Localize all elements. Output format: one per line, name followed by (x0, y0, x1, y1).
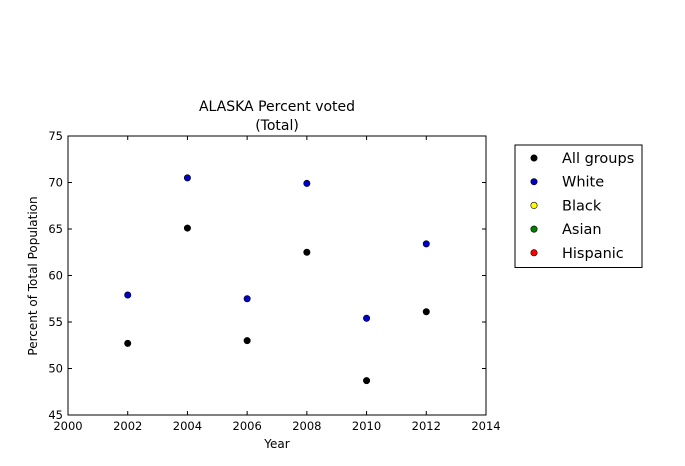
plot-frame (67, 135, 487, 416)
data-point (303, 179, 311, 187)
data-point (363, 377, 371, 385)
y-tick-label: 55 (48, 315, 63, 329)
y-tick-label: 70 (48, 176, 63, 190)
data-point (243, 295, 251, 303)
legend-label: Asian (562, 222, 602, 238)
chart-title: ALASKA Percent voted (199, 99, 355, 115)
legend-marker (530, 154, 538, 162)
legend-label: Hispanic (562, 246, 624, 262)
x-tick-label: 2002 (113, 419, 142, 433)
data-point (422, 240, 430, 248)
legend-marker (530, 225, 538, 233)
y-tick-label: 75 (48, 129, 63, 143)
legend-marker (530, 249, 538, 257)
y-axis-label: Percent of Total Population (26, 196, 40, 355)
data-point (124, 291, 132, 299)
chart-subtitle: (Total) (255, 118, 299, 134)
x-axis-label: Year (263, 437, 289, 451)
y-tick-label: 60 (48, 269, 63, 283)
y-tick-label: 45 (48, 408, 63, 422)
x-tick-label: 2000 (53, 419, 82, 433)
x-tick-label: 2006 (233, 419, 262, 433)
data-point (363, 314, 371, 322)
x-tick-label: 2010 (352, 419, 381, 433)
data-point (124, 339, 132, 347)
legend-label: Black (562, 198, 602, 214)
plot-area: 2000 2002 2004 2006 2008 2010 2012 2014 45 50 55 60… (48, 129, 500, 433)
x-tick-label: 2012 (412, 419, 441, 433)
data-point (303, 248, 311, 256)
x-tick-label: 2014 (471, 419, 500, 433)
x-tick-label: 2004 (173, 419, 202, 433)
legend-marker (530, 201, 538, 209)
legend-marker (530, 178, 538, 186)
legend: All groups White Black Asian Hispanic (514, 144, 643, 268)
legend-label: White (562, 175, 604, 191)
data-point (183, 224, 191, 232)
y-tick-label: 65 (48, 222, 63, 236)
legend-label: All groups (562, 151, 634, 167)
data-point (243, 337, 251, 345)
data-point (422, 308, 430, 316)
y-tick-label: 50 (48, 362, 63, 376)
data-point (183, 174, 191, 182)
x-tick-label: 2008 (292, 419, 321, 433)
